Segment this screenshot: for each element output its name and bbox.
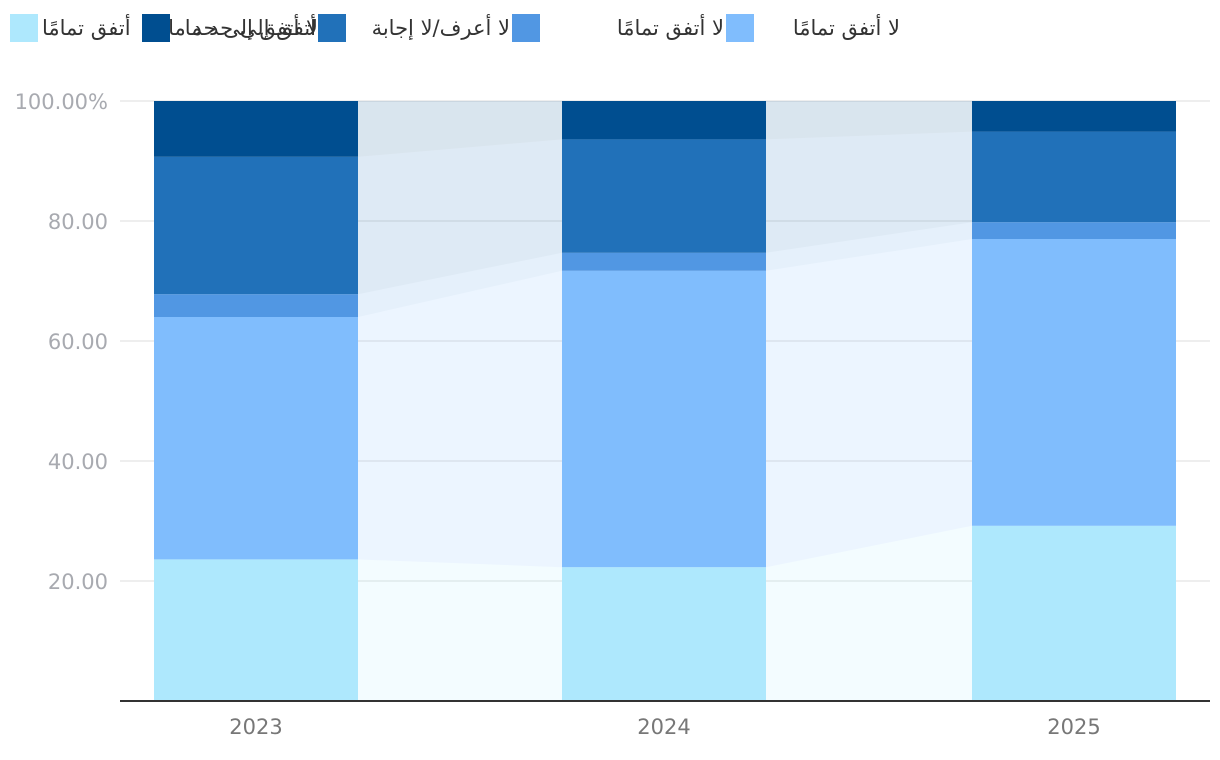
bar-segment <box>972 101 1176 132</box>
legend-label-right: لا أتفق تمامًا <box>792 16 900 40</box>
legend-swatch <box>318 14 346 42</box>
flow-band <box>358 252 562 317</box>
flow-band <box>358 101 562 157</box>
bars <box>154 101 1176 701</box>
legend-label: أتفق تمامًا <box>42 16 131 40</box>
y-tick-label: 80.00 <box>48 210 108 234</box>
bar-segment <box>972 131 1176 223</box>
flow-band <box>358 270 562 568</box>
legend-label: لا أتفق إلى حد ما <box>168 16 318 40</box>
y-tick-labels: 20.00 40.00 60.00 80.00 100.00% <box>15 90 108 594</box>
flow-band <box>766 525 972 701</box>
y-tick-label: 60.00 <box>48 330 108 354</box>
bar-segment <box>562 567 766 701</box>
flow-band <box>358 559 562 701</box>
legend-swatch <box>512 14 540 42</box>
legend-swatch <box>10 14 38 42</box>
bar-segment <box>154 156 358 295</box>
legend-swatch <box>142 14 170 42</box>
flow-band <box>766 222 972 271</box>
bar-segment <box>972 525 1176 701</box>
flow-band <box>766 101 972 140</box>
flow-band <box>766 131 972 253</box>
bar-segment <box>154 559 358 701</box>
legend-label: لا أتفق تمامًا <box>616 16 724 40</box>
bar-segment <box>154 294 358 317</box>
y-tick-label: 40.00 <box>48 450 108 474</box>
x-category-labels: 2023 2024 2025 <box>229 715 1100 739</box>
legend-swatch <box>726 14 754 42</box>
flow-band <box>766 239 972 568</box>
legend-label: أتفق إلى حد ما <box>184 16 316 40</box>
bar-segment <box>154 317 358 560</box>
x-category-label: 2025 <box>1047 715 1100 739</box>
legend-label: لا أعرف/لا إجابة <box>371 16 510 40</box>
bar-segment <box>562 252 766 271</box>
x-category-label: 2023 <box>229 715 282 739</box>
y-tick-label: 20.00 <box>48 570 108 594</box>
x-category-label: 2024 <box>637 715 690 739</box>
bar-segment <box>562 270 766 568</box>
bar-segment <box>562 101 766 140</box>
flow-band <box>358 139 562 295</box>
y-tick-label: 100.00% <box>15 90 108 114</box>
flow-bands <box>358 101 972 701</box>
bar-segment <box>562 139 766 253</box>
bar-segment <box>972 222 1176 239</box>
bar-segment <box>972 239 1176 526</box>
bar-segment <box>154 101 358 157</box>
